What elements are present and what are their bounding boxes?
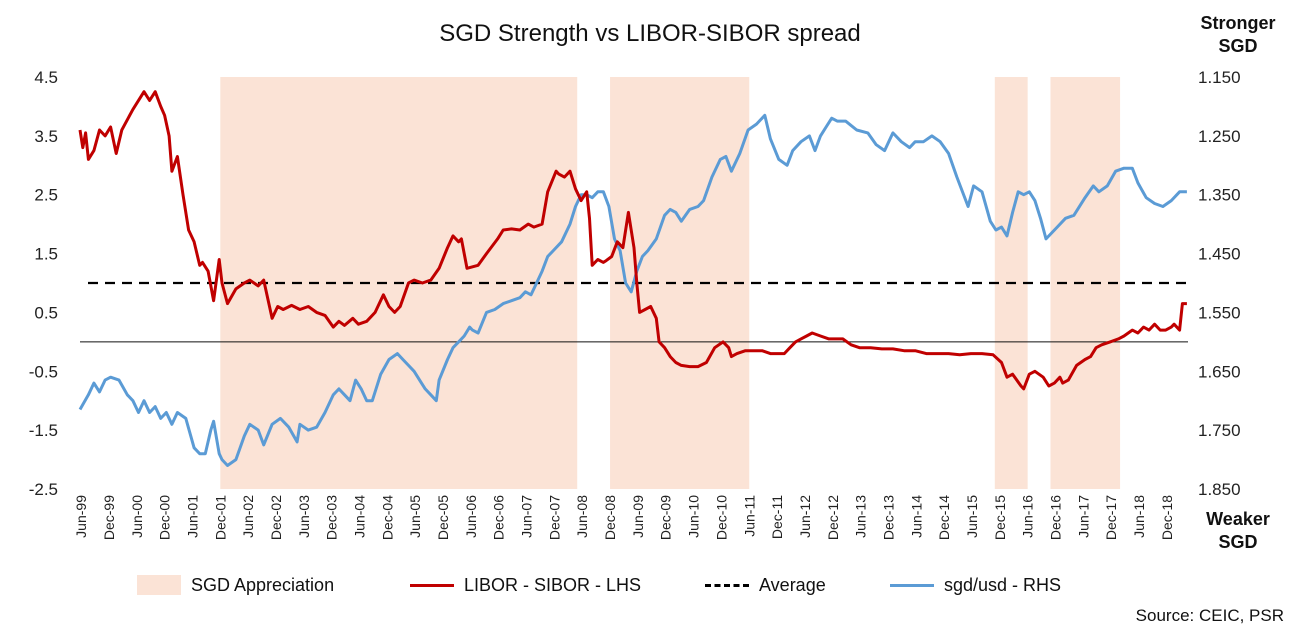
right-axis-bottom-label: Weaker SGD	[1188, 508, 1288, 554]
left-tick-label-1: 3.5	[34, 127, 58, 146]
x-tick-label-23: Dec-10	[713, 495, 729, 540]
legend-item-libor-sibor: LIBOR - SIBOR - LHS	[410, 572, 641, 598]
right-axis-top-label: Stronger SGD	[1188, 12, 1288, 58]
legend-swatch-average	[705, 583, 749, 587]
x-tick-label-2: Jun-00	[129, 495, 145, 538]
appreciation-band-1	[610, 77, 750, 489]
right-axis: 1.150 1.250 1.350 1.450 1.550 1.650 1.750 1.850	[1198, 68, 1241, 499]
x-tick-label-25: Dec-11	[769, 495, 785, 539]
right-tick-label-6: 1.750	[1198, 421, 1241, 440]
chart-title: SGD Strength vs LIBOR-SIBOR spread	[439, 20, 861, 47]
legend-label-sgd-usd: sgd/usd - RHS	[944, 574, 1062, 595]
legend-swatch-sgd-usd	[890, 583, 934, 587]
legend-swatch-appreciation	[137, 575, 181, 595]
left-tick-label-5: -0.5	[29, 362, 58, 381]
legend-label-average: Average	[759, 574, 826, 595]
x-tick-label-28: Jun-13	[853, 495, 869, 538]
legend-label-appreciation: SGD Appreciation	[191, 574, 335, 595]
right-tick-label-7: 1.850	[1198, 480, 1241, 499]
right-axis-top-line-2: SGD	[1218, 36, 1258, 56]
x-tick-label-3: Dec-00	[157, 495, 173, 540]
source-note: Source: CEIC, PSR	[1135, 606, 1284, 625]
x-tick-label-1: Dec-99	[101, 495, 117, 540]
x-tick-label-6: Jun-02	[240, 495, 256, 538]
x-tick-label-34: Jun-16	[1020, 495, 1036, 538]
right-tick-label-4: 1.550	[1198, 303, 1241, 322]
sgd-usd-line	[78, 113, 1187, 467]
libor-sibor-line	[78, 90, 1187, 391]
left-tick-label-6: -1.5	[29, 421, 58, 440]
x-tick-label-13: Dec-05	[435, 495, 451, 540]
left-tick-label-2: 2.5	[34, 186, 58, 205]
right-tick-label-2: 1.350	[1198, 186, 1241, 205]
x-tick-label-18: Jun-08	[574, 495, 590, 538]
x-tick-label-15: Dec-06	[491, 495, 507, 540]
x-tick-label-8: Jun-03	[296, 495, 312, 538]
x-tick-label-24: Jun-11	[741, 495, 757, 537]
right-tick-label-1: 1.250	[1198, 127, 1241, 146]
x-tick-label-26: Jun-12	[797, 495, 813, 538]
right-tick-label-3: 1.450	[1198, 245, 1241, 264]
left-axis: 4.5 3.5 2.5 1.5 0.5 -0.5 -1.5 -2.5	[29, 68, 58, 499]
x-tick-label-16: Jun-07	[519, 495, 535, 538]
right-tick-label-5: 1.650	[1198, 362, 1241, 381]
x-tick-label-10: Jun-04	[352, 495, 368, 538]
right-axis-top-line-1: Stronger	[1200, 13, 1276, 33]
left-tick-label-3: 1.5	[34, 245, 58, 264]
left-tick-label-0: 4.5	[34, 68, 58, 87]
legend-swatch-libor-sibor	[410, 583, 454, 587]
x-tick-label-30: Jun-14	[908, 495, 924, 538]
x-tick-label-37: Dec-17	[1103, 495, 1119, 540]
x-tick-label-17: Dec-07	[546, 495, 562, 540]
x-tick-label-19: Dec-08	[602, 495, 618, 540]
legend-label-libor-sibor: LIBOR - SIBOR - LHS	[464, 574, 642, 595]
x-tick-label-20: Jun-09	[630, 495, 646, 538]
legend: SGD Appreciation LIBOR - SIBOR - LHS Ave…	[0, 572, 1302, 598]
x-tick-label-22: Jun-10	[686, 495, 702, 538]
right-axis-bottom-line-1: Weaker	[1206, 509, 1270, 529]
left-tick-label-7: -2.5	[29, 480, 58, 499]
x-tick-label-5: Dec-01	[212, 495, 228, 540]
x-tick-label-7: Dec-02	[268, 495, 284, 540]
x-tick-label-33: Dec-15	[992, 495, 1008, 540]
x-tick-label-29: Dec-13	[880, 495, 896, 540]
left-tick-label-4: 0.5	[34, 303, 58, 322]
x-tick-label-38: Jun-18	[1131, 495, 1147, 538]
x-tick-label-31: Dec-14	[936, 495, 952, 540]
x-tick-label-0: Jun-99	[73, 495, 89, 538]
legend-item-average: Average	[705, 572, 826, 598]
x-tick-label-21: Dec-09	[658, 495, 674, 540]
x-tick-label-27: Dec-12	[825, 495, 841, 540]
legend-item-sgd-usd: sgd/usd - RHS	[890, 572, 1061, 598]
x-tick-label-36: Jun-17	[1075, 495, 1091, 538]
x-axis: Jun-99 Dec-99 Jun-00 Dec-00 Jun-01 Dec-01 Jun-…	[73, 341, 1188, 540]
x-tick-label-12: Jun-05	[407, 495, 423, 538]
right-axis-bottom-line-2: SGD	[1218, 532, 1258, 552]
legend-item-appreciation: SGD Appreciation	[137, 572, 334, 598]
x-tick-label-9: Dec-03	[324, 495, 340, 540]
x-tick-label-14: Jun-06	[463, 495, 479, 538]
x-tick-label-4: Jun-01	[184, 495, 200, 538]
x-tick-label-11: Dec-04	[379, 495, 395, 540]
x-tick-label-35: Dec-16	[1047, 495, 1063, 540]
x-tick-label-32: Jun-15	[964, 495, 980, 538]
x-tick-label-39: Dec-18	[1159, 495, 1175, 540]
right-tick-label-0: 1.150	[1198, 68, 1241, 87]
